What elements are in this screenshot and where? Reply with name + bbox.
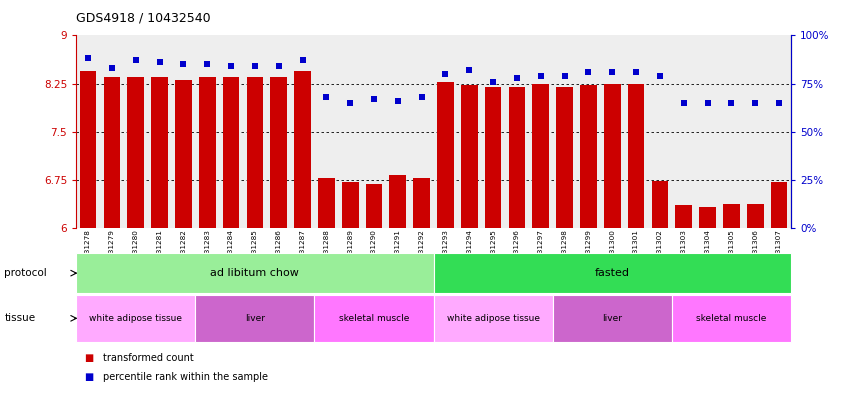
Point <box>725 99 739 106</box>
Bar <box>222 77 239 228</box>
Text: skeletal muscle: skeletal muscle <box>696 314 766 323</box>
Text: ■: ■ <box>85 353 97 363</box>
Bar <box>199 77 216 228</box>
Bar <box>128 77 144 228</box>
Bar <box>461 85 478 228</box>
Bar <box>672 295 791 342</box>
Point <box>463 67 476 73</box>
Bar <box>651 181 668 228</box>
Point <box>629 69 643 75</box>
Bar <box>557 87 573 228</box>
Text: protocol: protocol <box>4 268 47 278</box>
Point <box>177 61 190 67</box>
Bar <box>342 182 359 228</box>
Point <box>343 99 357 106</box>
Point <box>81 55 95 62</box>
Point <box>201 61 214 67</box>
Bar <box>700 207 716 228</box>
Point <box>700 99 714 106</box>
Point <box>248 63 261 69</box>
Bar <box>389 175 406 228</box>
Text: percentile rank within the sample: percentile rank within the sample <box>103 372 268 382</box>
Text: transformed count: transformed count <box>103 353 194 363</box>
Point <box>224 63 238 69</box>
Point <box>153 59 167 66</box>
Point <box>320 94 333 100</box>
Bar <box>628 83 645 228</box>
Bar <box>151 77 168 228</box>
Bar <box>508 87 525 228</box>
Bar <box>771 182 788 228</box>
Bar <box>437 82 453 228</box>
Text: ■: ■ <box>85 372 97 382</box>
Bar <box>76 253 433 293</box>
Bar <box>80 71 96 228</box>
Point <box>582 69 596 75</box>
Point <box>606 69 619 75</box>
Bar <box>294 71 310 228</box>
Point <box>534 73 547 79</box>
Bar <box>175 80 192 228</box>
Bar <box>315 295 434 342</box>
Point <box>129 57 142 64</box>
Bar <box>485 87 502 228</box>
Bar <box>552 295 672 342</box>
Bar <box>318 178 335 228</box>
Point <box>653 73 667 79</box>
Text: white adipose tissue: white adipose tissue <box>89 314 182 323</box>
Bar <box>246 77 263 228</box>
Bar <box>195 295 315 342</box>
Bar <box>434 253 791 293</box>
Point <box>772 99 786 106</box>
Point <box>558 73 571 79</box>
Point <box>105 65 118 71</box>
Point <box>510 75 524 81</box>
Point <box>415 94 428 100</box>
Point <box>367 96 381 102</box>
Point <box>749 99 762 106</box>
Point <box>439 71 453 77</box>
Bar <box>532 83 549 228</box>
Point <box>296 57 310 64</box>
Text: fasted: fasted <box>595 268 629 278</box>
Text: liver: liver <box>602 314 623 323</box>
Bar <box>675 206 692 228</box>
Bar <box>76 295 195 342</box>
Point <box>486 79 500 85</box>
Text: skeletal muscle: skeletal muscle <box>338 314 409 323</box>
Text: white adipose tissue: white adipose tissue <box>447 314 540 323</box>
Point <box>391 98 404 104</box>
Point <box>677 99 690 106</box>
Bar <box>103 77 120 228</box>
Bar <box>271 77 287 228</box>
Text: liver: liver <box>244 314 265 323</box>
Bar <box>434 295 552 342</box>
Text: tissue: tissue <box>4 313 36 323</box>
Bar <box>414 178 430 228</box>
Bar <box>723 204 739 228</box>
Bar <box>580 85 596 228</box>
Bar <box>604 83 621 228</box>
Text: ad libitum chow: ad libitum chow <box>211 268 299 278</box>
Bar <box>747 204 764 228</box>
Point <box>272 63 285 69</box>
Bar <box>365 184 382 228</box>
Text: GDS4918 / 10432540: GDS4918 / 10432540 <box>76 12 211 25</box>
